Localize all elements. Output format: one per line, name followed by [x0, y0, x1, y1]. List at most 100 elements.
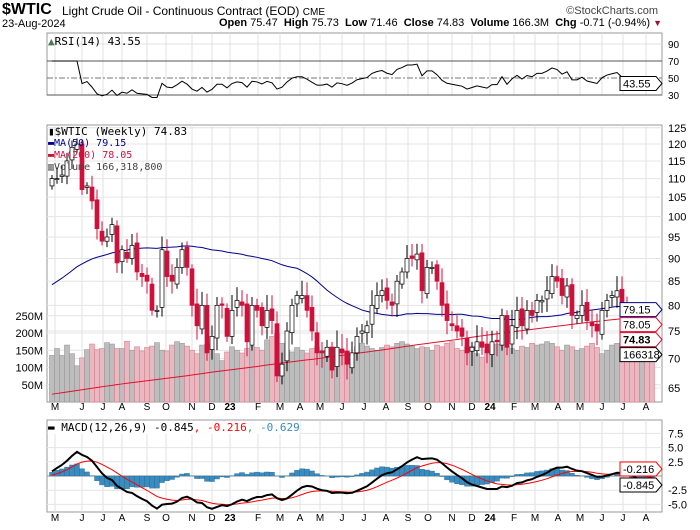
- volume-bar: [374, 349, 380, 403]
- volume-bar: [509, 348, 515, 403]
- volume-bar: [444, 343, 450, 403]
- x-axis-label: J: [80, 513, 85, 524]
- panel-frame: [46, 32, 663, 96]
- chg-value: -0.71 (-0.94%): [579, 17, 650, 29]
- macd-histogram-bar: [174, 475, 180, 478]
- volume-bar: [554, 346, 560, 403]
- candle-down: [94, 199, 100, 230]
- candle-down: [114, 225, 120, 264]
- volume-value: 166.3M: [512, 17, 550, 29]
- x-axis-label: J: [340, 402, 345, 413]
- price-tick-label: 110: [668, 174, 686, 186]
- macd-histogram-bar: [269, 472, 275, 477]
- x-axis-label: N: [448, 402, 455, 413]
- x-axis-label: J: [600, 513, 605, 524]
- volume-bar: [69, 353, 75, 403]
- x-axis-label: A: [643, 402, 650, 413]
- candle-down: [254, 305, 260, 311]
- x-axis-label: M: [316, 513, 324, 524]
- candle-up: [424, 267, 430, 294]
- volume-bar: [409, 345, 415, 403]
- macd-signal-last-tag: [619, 461, 663, 477]
- volume-bar: [384, 344, 390, 403]
- candle-up: [84, 185, 90, 188]
- price-tick-label: 120: [668, 139, 686, 151]
- rsi-legend-text: RSI(14) 43.55: [54, 35, 141, 48]
- candle-down: [589, 321, 595, 327]
- candle-down: [169, 274, 175, 282]
- x-axis-label: M: [276, 513, 284, 524]
- ma50-value-tag: [619, 302, 663, 318]
- macd-histogram-bar: [294, 470, 300, 477]
- macd-histogram-bar: [344, 475, 350, 478]
- ma200-value: 78.05: [623, 320, 651, 332]
- rsi-last-value-tag: [619, 75, 663, 91]
- x-axis-label: M: [316, 402, 324, 413]
- candle-down: [479, 341, 485, 348]
- price-tick-label: 75: [668, 326, 680, 338]
- volume-bar: [144, 347, 150, 403]
- candle-up: [289, 305, 295, 334]
- x-axis-label: J: [340, 513, 345, 524]
- candle-down: [419, 252, 425, 292]
- volume-bar: [614, 343, 620, 403]
- candle-down: [329, 346, 335, 371]
- volume-bar: [84, 349, 90, 403]
- volume-bar: [239, 352, 245, 403]
- candle-down: [189, 268, 195, 306]
- volume-bar: [254, 347, 260, 403]
- candle-down: [259, 307, 265, 327]
- x-axis-label: A: [383, 513, 390, 524]
- candle-down: [339, 348, 345, 354]
- volume-bar: [479, 356, 485, 403]
- candle-down: [144, 274, 150, 282]
- macd-histogram-bar: [204, 475, 210, 482]
- rsi-line: [52, 60, 653, 98]
- macd-tick-label: 5.0: [668, 443, 683, 455]
- macd-tick-label: 2.5: [668, 457, 683, 469]
- candle-up: [394, 280, 400, 305]
- macd-histogram-bar: [574, 475, 580, 477]
- volume-bar: [514, 349, 520, 403]
- price-tick-label: 125: [668, 123, 686, 135]
- volume-bar: [524, 347, 530, 403]
- macd-histogram-bar: [94, 475, 100, 481]
- candle-up: [74, 143, 80, 150]
- down-arrow-icon: ▼: [653, 18, 662, 28]
- volume-bar: [299, 349, 305, 403]
- volume-bar: [419, 346, 425, 403]
- macd-histogram-bar: [84, 471, 90, 477]
- volume-bar: [559, 349, 565, 403]
- volume-bar: [249, 345, 255, 403]
- macd-histogram-bar: [79, 468, 85, 477]
- macd-tick-label: -5.0: [668, 499, 687, 511]
- candle-down: [439, 282, 445, 306]
- volume-bar: [369, 348, 375, 403]
- macd-histogram-bar: [74, 463, 80, 477]
- candle-up: [399, 271, 405, 285]
- volume-bar: [264, 339, 270, 403]
- candle-up: [179, 249, 185, 268]
- volume-bar: [549, 343, 555, 403]
- x-axis-label: 23: [224, 513, 236, 524]
- macd-histogram-bar: [219, 475, 225, 478]
- volume-bar: [244, 348, 250, 403]
- volume-bar: [189, 349, 195, 403]
- macd-histogram-bar: [359, 473, 365, 477]
- x-axis-label: F: [255, 402, 261, 413]
- volume-tick-label: 200M: [15, 328, 43, 340]
- candle-down: [219, 303, 225, 306]
- x-axis-label: J: [362, 513, 367, 524]
- volume-bar: [49, 355, 55, 403]
- candle-down: [99, 230, 105, 242]
- candle-up: [294, 295, 300, 305]
- macd-histogram-bar: [244, 474, 250, 477]
- x-axis-label: M: [576, 513, 584, 524]
- macd-histogram-bar: [199, 475, 205, 479]
- volume-bar: [124, 340, 130, 403]
- candle-down: [314, 332, 320, 354]
- price-legend-title: ▮$WTIC (Weekly) 74.83: [48, 126, 187, 138]
- x-axis-label: F: [511, 402, 517, 413]
- macd-histogram-bar: [614, 474, 620, 477]
- x-axis-label: N: [188, 513, 195, 524]
